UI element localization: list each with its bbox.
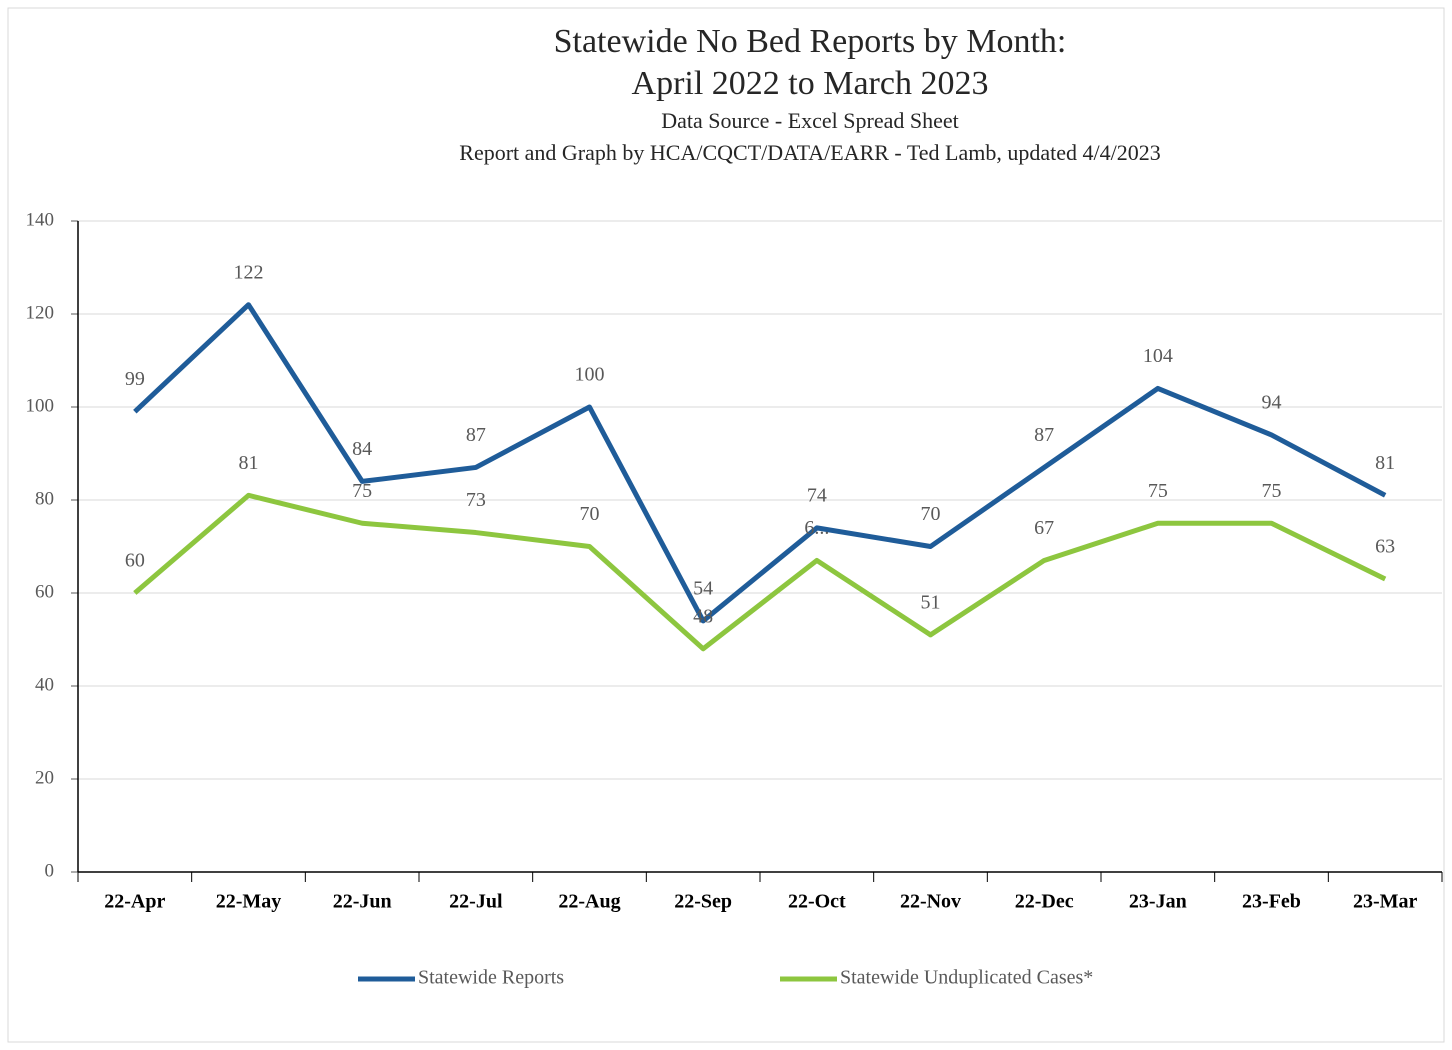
data-label: 6... [804,517,829,539]
x-tick-label: 23-Jan [1129,891,1187,913]
data-label: 74 [807,484,827,506]
x-tick-label: 22-Oct [788,891,846,913]
legend-label: Statewide Unduplicated Cases* [840,967,1093,989]
data-label: 104 [1143,345,1173,367]
y-tick-label: 120 [26,302,55,323]
series-line [133,302,1387,624]
data-label: 73 [466,489,486,511]
data-label: 75 [1148,480,1168,502]
data-label: 81 [1375,452,1395,474]
data-label: 75 [1262,480,1282,502]
data-label: 75 [352,480,372,502]
data-label: 54 [693,577,713,599]
y-tick-label: 20 [35,767,54,788]
x-tick-label: 22-Jun [333,891,392,913]
data-label: 60 [125,550,145,572]
y-tick-label: 80 [35,488,54,509]
chart-subtitle: Report and Graph by HCA/CQCT/DATA/EARR -… [459,140,1160,165]
x-tick-label: 22-Dec [1015,891,1074,913]
data-label: 67 [1034,517,1054,539]
chart-title: Statewide No Bed Reports by Month: [554,23,1067,60]
data-label: 70 [580,503,600,525]
y-tick-label: 60 [35,581,54,602]
x-tick-label: 22-May [216,891,282,913]
chart-frame [7,7,1445,1043]
x-tick-label: 22-Jul [449,891,503,913]
data-label: 94 [1262,391,1282,413]
data-label: 51 [921,591,941,613]
y-tick-label: 100 [26,395,55,416]
series-line [133,492,1387,652]
y-tick-label: 40 [35,674,54,695]
data-label: 48 [693,605,713,627]
data-label: 70 [921,503,941,525]
data-label: 99 [125,368,145,390]
data-label: 122 [234,261,264,283]
chart-title: April 2022 to March 2023 [632,65,989,102]
y-tick-label: 140 [26,209,55,230]
data-label: 81 [239,452,259,474]
data-label: 84 [352,438,372,460]
x-tick-label: 23-Feb [1242,891,1301,913]
data-label: 63 [1375,536,1395,558]
x-tick-label: 23-Mar [1353,891,1418,913]
data-label: 87 [1034,424,1054,446]
x-tick-label: 22-Apr [104,891,165,913]
data-label: 100 [575,364,605,386]
legend-label: Statewide Reports [418,967,564,989]
chart-subtitle: Data Source - Excel Spread Sheet [661,108,959,133]
x-tick-label: 22-Nov [900,891,961,913]
x-tick-label: 22-Sep [674,891,732,913]
data-label: 87 [466,424,486,446]
x-tick-label: 22-Aug [558,891,620,913]
y-tick-label: 0 [45,860,55,881]
